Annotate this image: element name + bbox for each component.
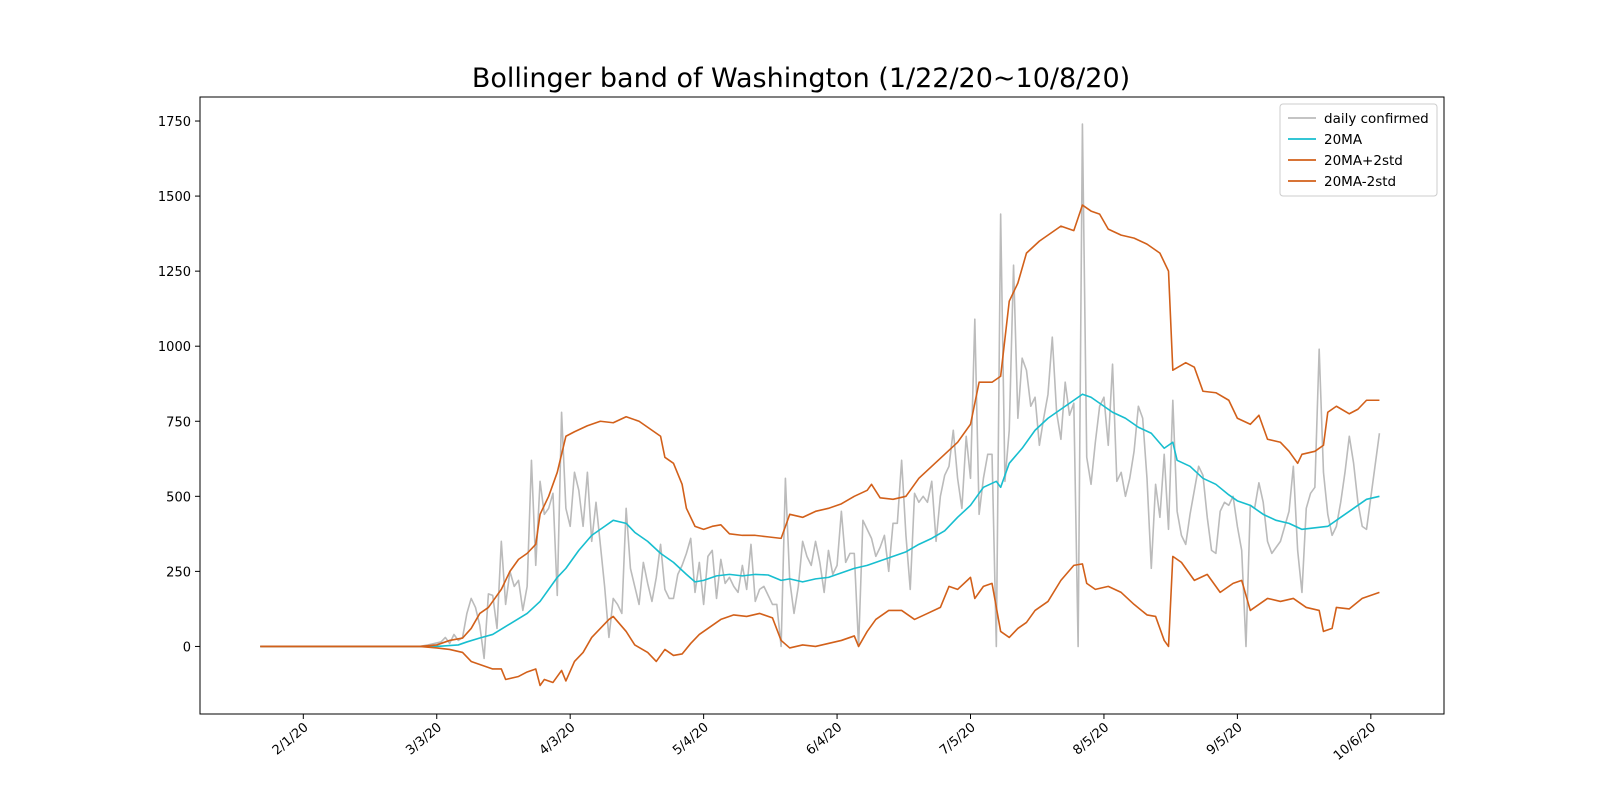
- y-tick-label: 1000: [158, 340, 191, 355]
- y-tick-label: 0: [183, 640, 191, 655]
- legend-label-20ma-2std: 20MA-2std: [1324, 174, 1396, 190]
- x-tick-label: 2/1/20: [270, 720, 312, 758]
- legend-label-20ma-2std: 20MA+2std: [1324, 153, 1403, 169]
- legend-label-20ma: 20MA: [1324, 132, 1363, 148]
- y-tick-label: 250: [166, 565, 191, 580]
- chart-title: Bollinger band of Washington (1/22/20~10…: [472, 63, 1130, 94]
- x-tick-label: 10/6/20: [1331, 720, 1379, 764]
- series-line-20ma-2std: [260, 555, 1380, 687]
- series-line-daily-confirmed: [260, 123, 1381, 660]
- x-tick-label: 9/5/20: [1204, 720, 1246, 758]
- x-tick-label: 8/5/20: [1070, 720, 1112, 758]
- x-tick-label: 7/5/20: [937, 720, 979, 758]
- y-tick-label: 750: [166, 415, 191, 430]
- y-tick-label: 1500: [158, 190, 191, 205]
- legend: daily confirmed 20MA 20MA+2std 20MA-2std: [1279, 103, 1438, 197]
- y-tick-label: 1250: [158, 265, 191, 280]
- series-lines: [260, 123, 1381, 687]
- series-line-20ma: [260, 393, 1380, 648]
- y-axis: 0 250 500 750 1000 1250 1500 1750: [158, 115, 200, 655]
- legend-label-daily-confirmed: daily confirmed: [1324, 111, 1429, 127]
- legend-box: [1279, 103, 1438, 197]
- x-axis: 2/1/20 3/3/20 4/3/20 5/4/20 6/4/20 7/5/20 8/5/…: [270, 714, 1379, 764]
- x-tick-label: 5/4/20: [670, 720, 712, 758]
- series-line-20ma-2std: [260, 204, 1380, 648]
- y-tick-label: 1750: [158, 115, 191, 130]
- plot-area-frame: [199, 96, 1445, 715]
- x-tick-label: 6/4/20: [804, 720, 846, 758]
- x-tick-label: 4/3/20: [537, 720, 579, 758]
- x-tick-label: 3/3/20: [403, 720, 445, 758]
- y-tick-label: 500: [166, 490, 191, 505]
